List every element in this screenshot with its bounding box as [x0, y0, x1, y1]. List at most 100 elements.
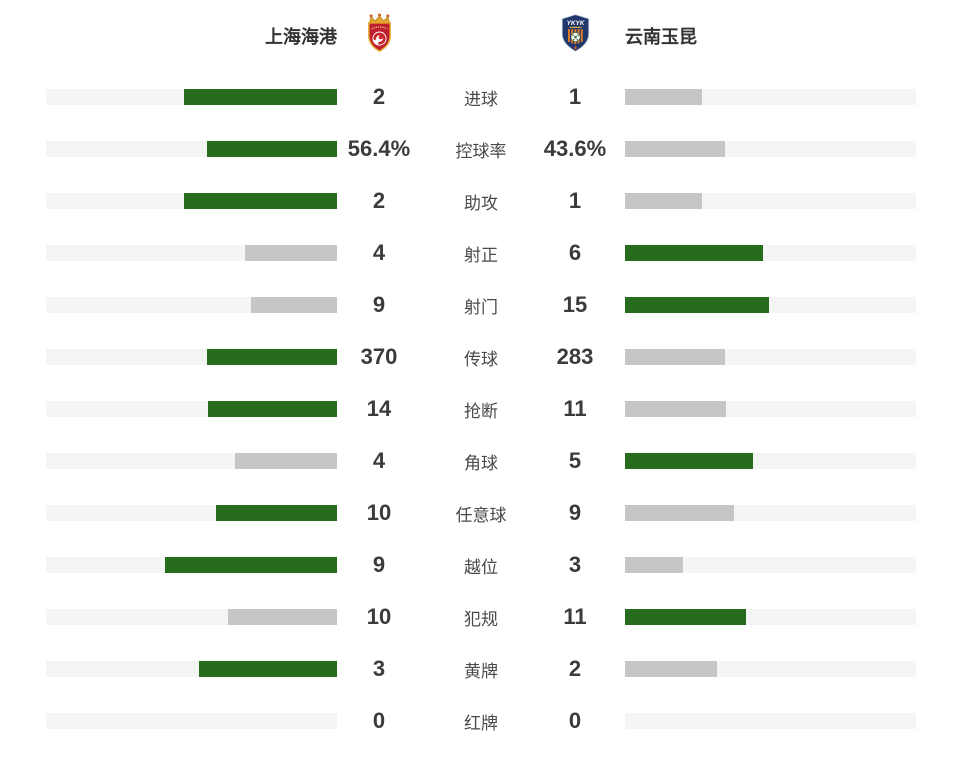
home-stat-value: 370 [360, 344, 398, 369]
away-stat-value: 6 [568, 240, 582, 265]
stat-row: 9 射门 15 [0, 279, 960, 331]
home-stat-value: 9 [372, 552, 386, 577]
home-stat-track [46, 557, 337, 573]
away-stat-track [625, 713, 916, 729]
home-stat-value: 56.4% [347, 136, 411, 161]
away-stat-bar [625, 505, 734, 521]
home-stat-value: 14 [366, 396, 392, 421]
away-stat-track [625, 609, 916, 625]
home-stat-bar [199, 661, 337, 677]
away-stat-value: 1 [568, 84, 582, 109]
stat-label: 控球率 [455, 141, 507, 161]
stat-label: 进球 [464, 89, 498, 109]
home-stat-track [46, 713, 337, 729]
stat-label: 射门 [464, 297, 498, 317]
stat-label: 助攻 [464, 193, 498, 213]
stat-label: 传球 [464, 349, 498, 369]
away-stat-track [625, 401, 916, 417]
stat-row: 14 抢断 11 [0, 383, 960, 435]
away-stat-track [625, 141, 916, 157]
away-stat-value: 1 [568, 188, 582, 213]
stat-row: 4 射正 6 [0, 227, 960, 279]
home-stat-value: 3 [372, 656, 386, 681]
home-stat-track [46, 401, 337, 417]
away-team-name: 云南玉昆 [625, 26, 697, 47]
home-stat-value: 4 [372, 240, 386, 265]
home-stat-bar [215, 505, 337, 521]
stat-row: 370 传球 283 [0, 331, 960, 383]
away-stat-track [625, 297, 916, 313]
stat-label: 角球 [464, 453, 498, 473]
home-stat-value: 9 [372, 292, 386, 317]
away-stat-bar [625, 661, 717, 677]
home-stat-bar [245, 245, 337, 261]
home-stat-bar [234, 453, 337, 469]
stat-row: 2 助攻 1 [0, 175, 960, 227]
home-stat-value: 10 [366, 604, 392, 629]
stat-label: 犯规 [464, 609, 498, 629]
away-stat-bar [625, 297, 769, 313]
away-stat-bar [625, 453, 753, 469]
away-stat-value: 5 [568, 448, 582, 473]
home-stat-bar [227, 609, 337, 625]
stat-row: 56.4% 控球率 43.6% [0, 123, 960, 175]
away-stat-value: 2 [568, 656, 582, 681]
stat-row: 2 进球 1 [0, 71, 960, 123]
stat-label: 红牌 [464, 713, 498, 733]
shanghai-port-crest-icon [361, 12, 398, 59]
away-stat-track [625, 245, 916, 261]
stat-row: 3 黄牌 2 [0, 643, 960, 695]
home-stat-track [46, 349, 337, 365]
home-team-name: 上海海港 [265, 26, 337, 47]
home-stat-bar [250, 297, 337, 313]
away-stat-track [625, 89, 916, 105]
home-stat-track [46, 245, 337, 261]
stat-label: 任意球 [455, 505, 507, 525]
away-stat-bar [625, 557, 683, 573]
away-stat-value: 43.6% [543, 136, 607, 161]
stats-rows: 2 进球 1 56.4% 控球率 43.6% [0, 71, 960, 747]
away-stat-track [625, 453, 916, 469]
home-stat-track [46, 661, 337, 677]
away-stat-bar [625, 401, 727, 417]
home-team-crest [337, 12, 421, 59]
away-stat-track [625, 505, 916, 521]
home-stat-track [46, 505, 337, 521]
home-stat-bar [183, 193, 337, 209]
stat-label: 黄牌 [464, 661, 498, 681]
home-stat-bar [183, 89, 337, 105]
stat-row: 10 犯规 11 [0, 591, 960, 643]
home-stat-track [46, 609, 337, 625]
away-stat-track [625, 661, 916, 677]
home-stat-value: 10 [366, 500, 392, 525]
stat-row: 4 角球 5 [0, 435, 960, 487]
away-stat-value: 11 [563, 604, 587, 629]
away-stat-value: 283 [556, 344, 594, 369]
match-header: 上海海港 YKYK [0, 0, 960, 71]
home-stat-bar [206, 349, 337, 365]
away-stat-value: 3 [568, 552, 582, 577]
away-stat-bar [625, 89, 702, 105]
home-stat-track [46, 141, 337, 157]
stat-label: 越位 [464, 557, 498, 577]
stat-row: 10 任意球 9 [0, 487, 960, 539]
away-stat-track [625, 557, 916, 573]
home-stat-track [46, 193, 337, 209]
home-stat-value: 0 [372, 708, 386, 733]
home-stat-value: 2 [372, 188, 386, 213]
stat-row: 0 红牌 0 [0, 695, 960, 747]
away-stat-track [625, 193, 916, 209]
stat-label: 射正 [464, 245, 498, 265]
home-stat-bar [208, 401, 337, 417]
home-stat-track [46, 453, 337, 469]
away-stat-track [625, 349, 916, 365]
away-stat-bar [625, 193, 702, 209]
stat-label: 抢断 [464, 401, 498, 421]
home-stat-track [46, 297, 337, 313]
home-stat-value: 2 [372, 84, 386, 109]
stat-row: 9 越位 3 [0, 539, 960, 591]
away-stat-value: 0 [568, 708, 582, 733]
away-stat-value: 9 [568, 500, 582, 525]
away-stat-bar [625, 349, 725, 365]
